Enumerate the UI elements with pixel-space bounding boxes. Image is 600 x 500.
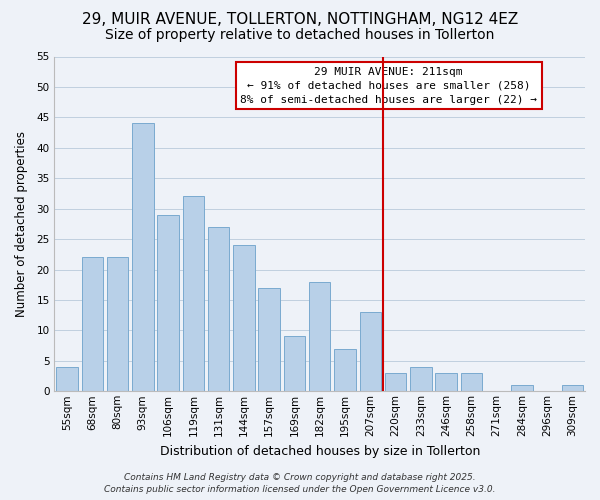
Y-axis label: Number of detached properties: Number of detached properties (15, 131, 28, 317)
Bar (334, 348, 356, 392)
Text: 29, MUIR AVENUE, TOLLERTON, NOTTINGHAM, NG12 4EZ: 29, MUIR AVENUE, TOLLERTON, NOTTINGHAM, … (82, 12, 518, 28)
Bar (259, 288, 280, 392)
Bar (208, 227, 229, 392)
Bar (309, 282, 331, 392)
Bar (56, 367, 78, 392)
Bar (182, 196, 204, 392)
Bar (436, 373, 457, 392)
Bar (562, 385, 583, 392)
X-axis label: Distribution of detached houses by size in Tollerton: Distribution of detached houses by size … (160, 444, 480, 458)
Bar (359, 312, 381, 392)
Bar (410, 367, 431, 392)
Bar (233, 245, 254, 392)
Bar (82, 258, 103, 392)
Bar (107, 258, 128, 392)
Text: 29 MUIR AVENUE: 211sqm
← 91% of detached houses are smaller (258)
8% of semi-det: 29 MUIR AVENUE: 211sqm ← 91% of detached… (240, 66, 537, 104)
Bar (284, 336, 305, 392)
Text: Contains HM Land Registry data © Crown copyright and database right 2025.
Contai: Contains HM Land Registry data © Crown c… (104, 473, 496, 494)
Bar (132, 124, 154, 392)
Bar (385, 373, 406, 392)
Bar (157, 215, 179, 392)
Bar (461, 373, 482, 392)
Text: Size of property relative to detached houses in Tollerton: Size of property relative to detached ho… (106, 28, 494, 42)
Bar (511, 385, 533, 392)
